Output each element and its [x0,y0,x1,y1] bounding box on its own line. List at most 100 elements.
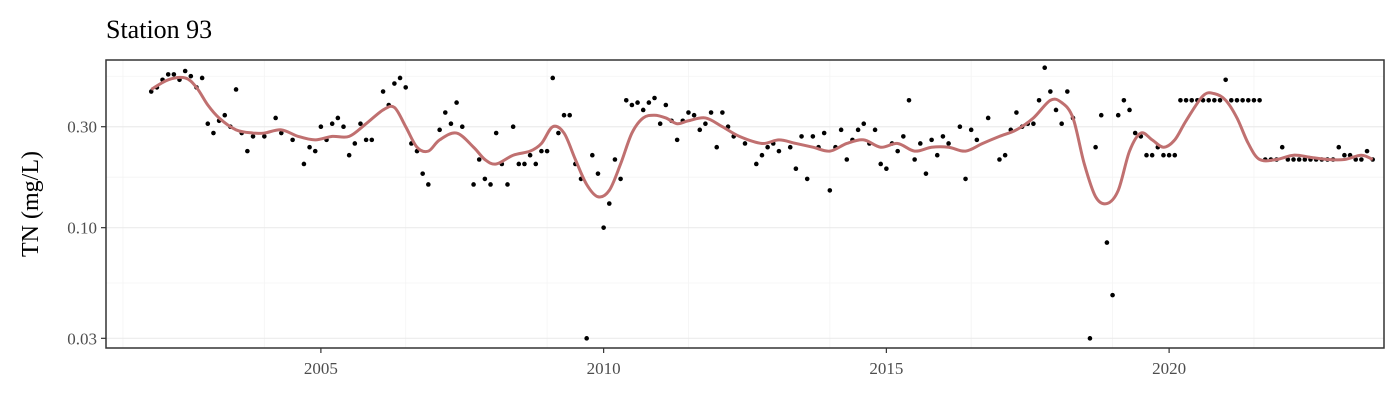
data-point [708,110,714,115]
data-point [1048,89,1053,94]
data-point [279,130,284,136]
data-point [516,161,522,167]
data-point [691,112,697,118]
data-point [448,121,454,126]
data-point [363,137,369,143]
data-point [476,157,482,162]
data-point [861,121,867,126]
data-point [742,141,748,146]
data-point [946,141,951,146]
data-point [1189,97,1195,103]
data-point [674,137,680,143]
data-point [590,152,595,158]
grid [106,60,1384,348]
data-point [657,121,663,126]
x-tick-label: 2010 [587,359,621,378]
data-point [397,75,403,81]
data-point [810,134,816,139]
data-point [380,89,386,94]
data-point [544,148,550,154]
data-point [290,137,295,143]
data-point [392,81,397,86]
data-point [1302,157,1308,162]
data-point [403,85,409,90]
y-axis-label: TN (mg/L) [18,151,44,257]
data-point [222,112,228,118]
data-point [1342,152,1347,158]
data-point [1036,97,1042,103]
data-point [1031,121,1036,126]
data-point [895,148,900,154]
data-point [906,97,912,103]
data-point [714,144,720,150]
data-point [1353,157,1359,162]
data-point [918,141,923,146]
data-point [188,73,194,79]
data-point [646,100,652,105]
data-point [635,100,640,105]
x-axis: 2005 2010 2015 2020 [304,348,1186,378]
data-point [963,176,968,182]
data-point [312,148,318,154]
data-point [776,148,782,154]
y-tick-label: 0.03 [67,329,97,348]
data-point [459,124,465,130]
data-point [1279,144,1285,150]
data-point [703,121,708,126]
smooth-line [150,75,1374,206]
y-tick-label: 0.30 [67,118,97,137]
data-point [827,188,833,193]
data-point [556,130,561,136]
data-point [1065,89,1070,94]
data-point [505,182,510,187]
data-point [1110,292,1115,298]
data-point [1149,152,1155,158]
data-point [1359,157,1364,162]
data-point [765,144,770,150]
data-point [454,100,459,105]
data-point [1336,144,1342,150]
data-point [612,157,618,162]
data-point [1121,97,1127,103]
data-point [1183,97,1189,103]
y-tick-label: 0.10 [67,219,97,238]
data-point [1223,77,1228,83]
data-point [482,176,488,182]
data-point [335,115,341,121]
data-point [1240,97,1245,103]
data-point [1161,152,1166,158]
x-tick-label: 2005 [304,359,338,378]
data-point [1053,107,1059,113]
data-point [686,110,691,115]
data-point [301,161,307,167]
data-point [929,137,934,143]
data-point [957,124,963,130]
data-point [901,134,906,139]
data-point [533,161,539,167]
data-point [318,124,324,130]
data-point [1014,110,1019,115]
data-point [1206,97,1211,103]
x-tick-label: 2015 [869,359,903,378]
data-point [997,157,1002,162]
data-point [307,144,312,150]
panel-background [106,60,1384,348]
y-axis: 0.03 0.10 0.30 [67,118,106,348]
data-point [663,102,669,108]
data-point [799,134,804,139]
data-point [567,112,572,118]
data-point [527,152,533,158]
data-point [510,124,516,130]
data-point [1172,152,1178,158]
data-point [1285,157,1291,162]
data-point [1087,336,1093,341]
data-point [1212,97,1217,103]
data-point [171,72,177,77]
data-point [199,75,205,81]
data-point [629,102,635,108]
data-point [420,171,425,176]
data-point [1217,97,1223,103]
data-point [165,72,171,77]
data-point [652,95,657,101]
